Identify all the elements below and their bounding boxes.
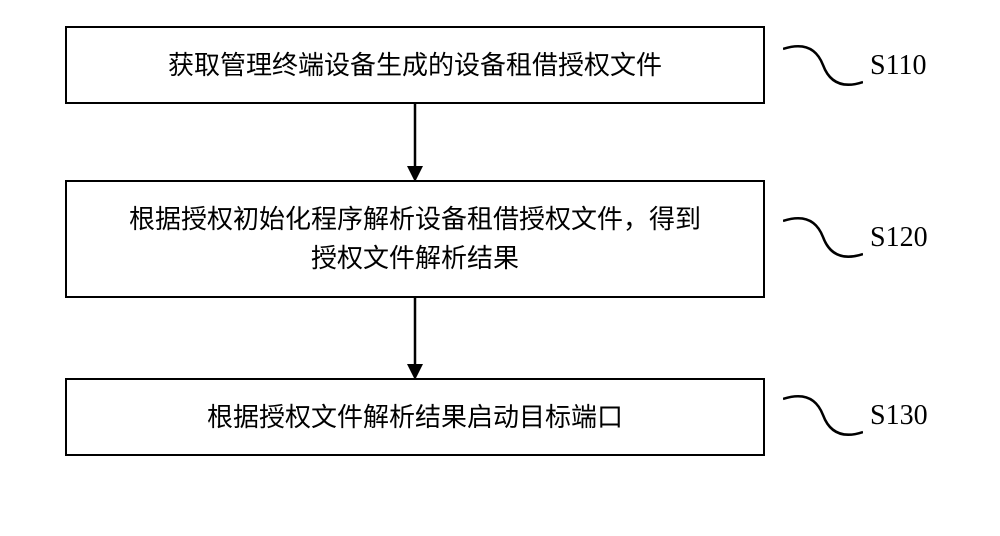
arrow-1	[405, 104, 425, 182]
step-text: 获取管理终端设备生成的设备租借授权文件	[168, 46, 662, 85]
step-text: 根据授权文件解析结果启动目标端口	[207, 398, 623, 437]
step-label-s110: S110	[870, 50, 927, 82]
step-text: 根据授权初始化程序解析设备租借授权文件，得到 授权文件解析结果	[129, 200, 701, 278]
brace-s130	[783, 392, 863, 438]
flowchart-canvas: 获取管理终端设备生成的设备租借授权文件 S110 根据授权初始化程序解析设备租借…	[0, 0, 1000, 536]
brace-s110	[783, 42, 863, 88]
step-box-s120: 根据授权初始化程序解析设备租借授权文件，得到 授权文件解析结果	[65, 180, 765, 298]
step-label-s120: S120	[870, 222, 928, 254]
arrow-2	[405, 298, 425, 380]
step-box-s110: 获取管理终端设备生成的设备租借授权文件	[65, 26, 765, 104]
step-box-s130: 根据授权文件解析结果启动目标端口	[65, 378, 765, 456]
brace-s120	[783, 214, 863, 260]
step-label-s130: S130	[870, 400, 928, 432]
